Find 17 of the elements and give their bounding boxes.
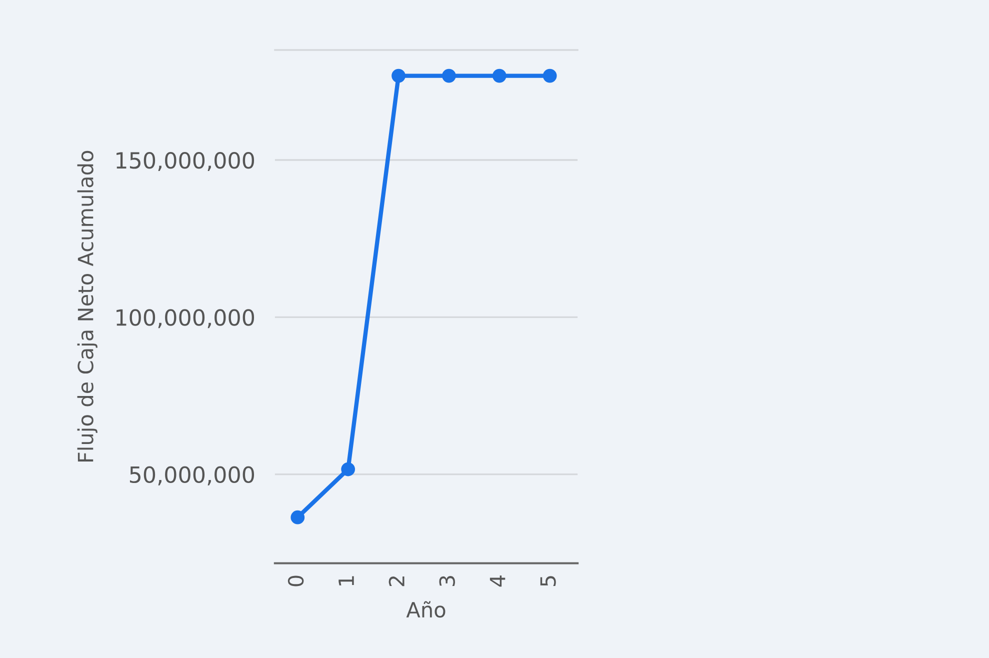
point xyxy=(392,68,406,83)
x-tick-label: 5 xyxy=(540,576,556,586)
point xyxy=(542,68,557,83)
point xyxy=(341,462,356,476)
point xyxy=(492,68,506,83)
point xyxy=(442,68,456,83)
x-tick-label: 4 xyxy=(490,576,506,587)
y-axis-title: Flujo de Caja Neto Acumulado xyxy=(77,150,98,462)
y-tick-label: 50,000,000 xyxy=(130,466,254,486)
x-tick-label: 1 xyxy=(338,576,354,586)
x-axis-title: Año xyxy=(406,601,446,618)
x-tick-label: 3 xyxy=(439,576,455,586)
point xyxy=(290,510,305,524)
y-tick-label: 150,000,000 xyxy=(116,152,254,172)
y-tick-label: 100,000,000 xyxy=(116,309,254,328)
x-tick-label: 0 xyxy=(288,576,304,586)
x-tick-label: 2 xyxy=(388,576,404,586)
